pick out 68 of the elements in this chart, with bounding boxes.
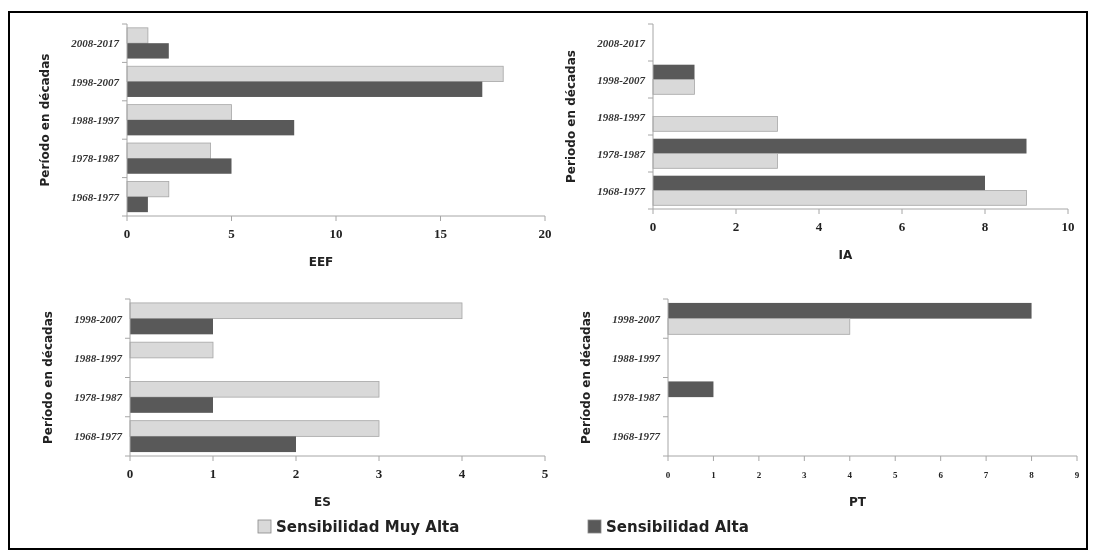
x-tick-label: 8	[1029, 470, 1035, 480]
y-axis-title: Período en décadas	[579, 311, 593, 444]
y-tick-label: 1978-1987	[612, 391, 661, 404]
x-tick-label: 2	[732, 219, 740, 234]
y-tick-label: 1978-1987	[74, 391, 123, 404]
bar	[130, 318, 213, 335]
x-tick-label: 4	[815, 219, 823, 234]
bar	[653, 138, 1027, 154]
y-tick-label: 1988-1997	[597, 110, 646, 123]
x-tick-label: 7	[983, 470, 989, 480]
x-tick-label: 0	[126, 466, 134, 481]
legend-label: Sensibilidad Alta	[606, 518, 749, 536]
y-axis-title: Período en décadas	[41, 311, 55, 444]
bar	[668, 302, 1032, 319]
y-tick-label: 1968-1977	[74, 430, 123, 443]
x-tick-label: 3	[802, 470, 808, 480]
x-tick-label: 0	[123, 226, 131, 241]
x-tick-label: 2	[292, 466, 300, 481]
y-tick-label: 2008-2017	[70, 37, 120, 50]
y-axis-title: Período en décadas	[38, 53, 52, 187]
y-tick-label: 1988-1997	[612, 351, 661, 364]
x-axis-title: EEF	[308, 255, 334, 269]
x-tick-label: 1	[209, 466, 217, 481]
x-tick-label: 5	[892, 470, 898, 480]
bar	[127, 196, 148, 213]
x-tick-label: 0	[649, 219, 657, 234]
x-tick-label: 10	[1061, 219, 1075, 234]
x-tick-label: 5	[541, 466, 549, 481]
bar	[653, 64, 695, 80]
y-tick-label: 1968-1977	[597, 184, 646, 197]
x-tick-label: 5	[228, 226, 236, 241]
x-tick-label: 3	[375, 466, 383, 481]
y-tick-label: 1978-1987	[597, 147, 646, 160]
y-tick-label: 1998-2007	[74, 312, 123, 325]
y-tick-label: 1968-1977	[612, 430, 661, 443]
bar	[130, 397, 213, 413]
x-tick-label: 2	[756, 470, 762, 480]
bar	[127, 158, 232, 174]
bar	[130, 436, 296, 453]
bar	[668, 381, 714, 398]
y-tick-label: 1988-1997	[71, 114, 120, 126]
y-axis-title: Periodo en décadas	[564, 50, 578, 183]
x-tick-label: 1	[711, 470, 717, 480]
x-tick-label: 20	[538, 226, 552, 241]
y-tick-label: 2008-2017	[596, 36, 646, 49]
x-tick-label: 10	[329, 226, 343, 241]
x-axis-title: ES	[314, 495, 331, 509]
y-tick-label: 1968-1977	[71, 190, 120, 203]
x-tick-label: 0	[665, 470, 671, 480]
x-axis-title: PT	[849, 495, 867, 509]
y-tick-label: 1988-1997	[74, 351, 123, 364]
x-tick-label: 15	[434, 226, 448, 241]
x-tick-label: 9	[1074, 470, 1080, 480]
bar	[127, 43, 169, 59]
x-tick-label: 4	[458, 466, 466, 481]
bar	[653, 175, 985, 191]
bar	[127, 120, 295, 136]
bar	[127, 81, 483, 97]
legend-label: Sensibilidad Muy Alta	[276, 518, 460, 536]
x-tick-label: 6	[938, 470, 944, 480]
y-tick-label: 1978-1987	[71, 152, 120, 165]
x-tick-label: 6	[898, 219, 906, 234]
y-tick-label: 1998-2007	[71, 75, 120, 88]
y-tick-label: 1998-2007	[597, 73, 646, 86]
x-axis-title: IA	[838, 248, 854, 262]
x-tick-label: 4	[847, 470, 853, 480]
x-tick-label: 8	[981, 219, 989, 234]
y-tick-label: 1998-2007	[612, 312, 661, 325]
